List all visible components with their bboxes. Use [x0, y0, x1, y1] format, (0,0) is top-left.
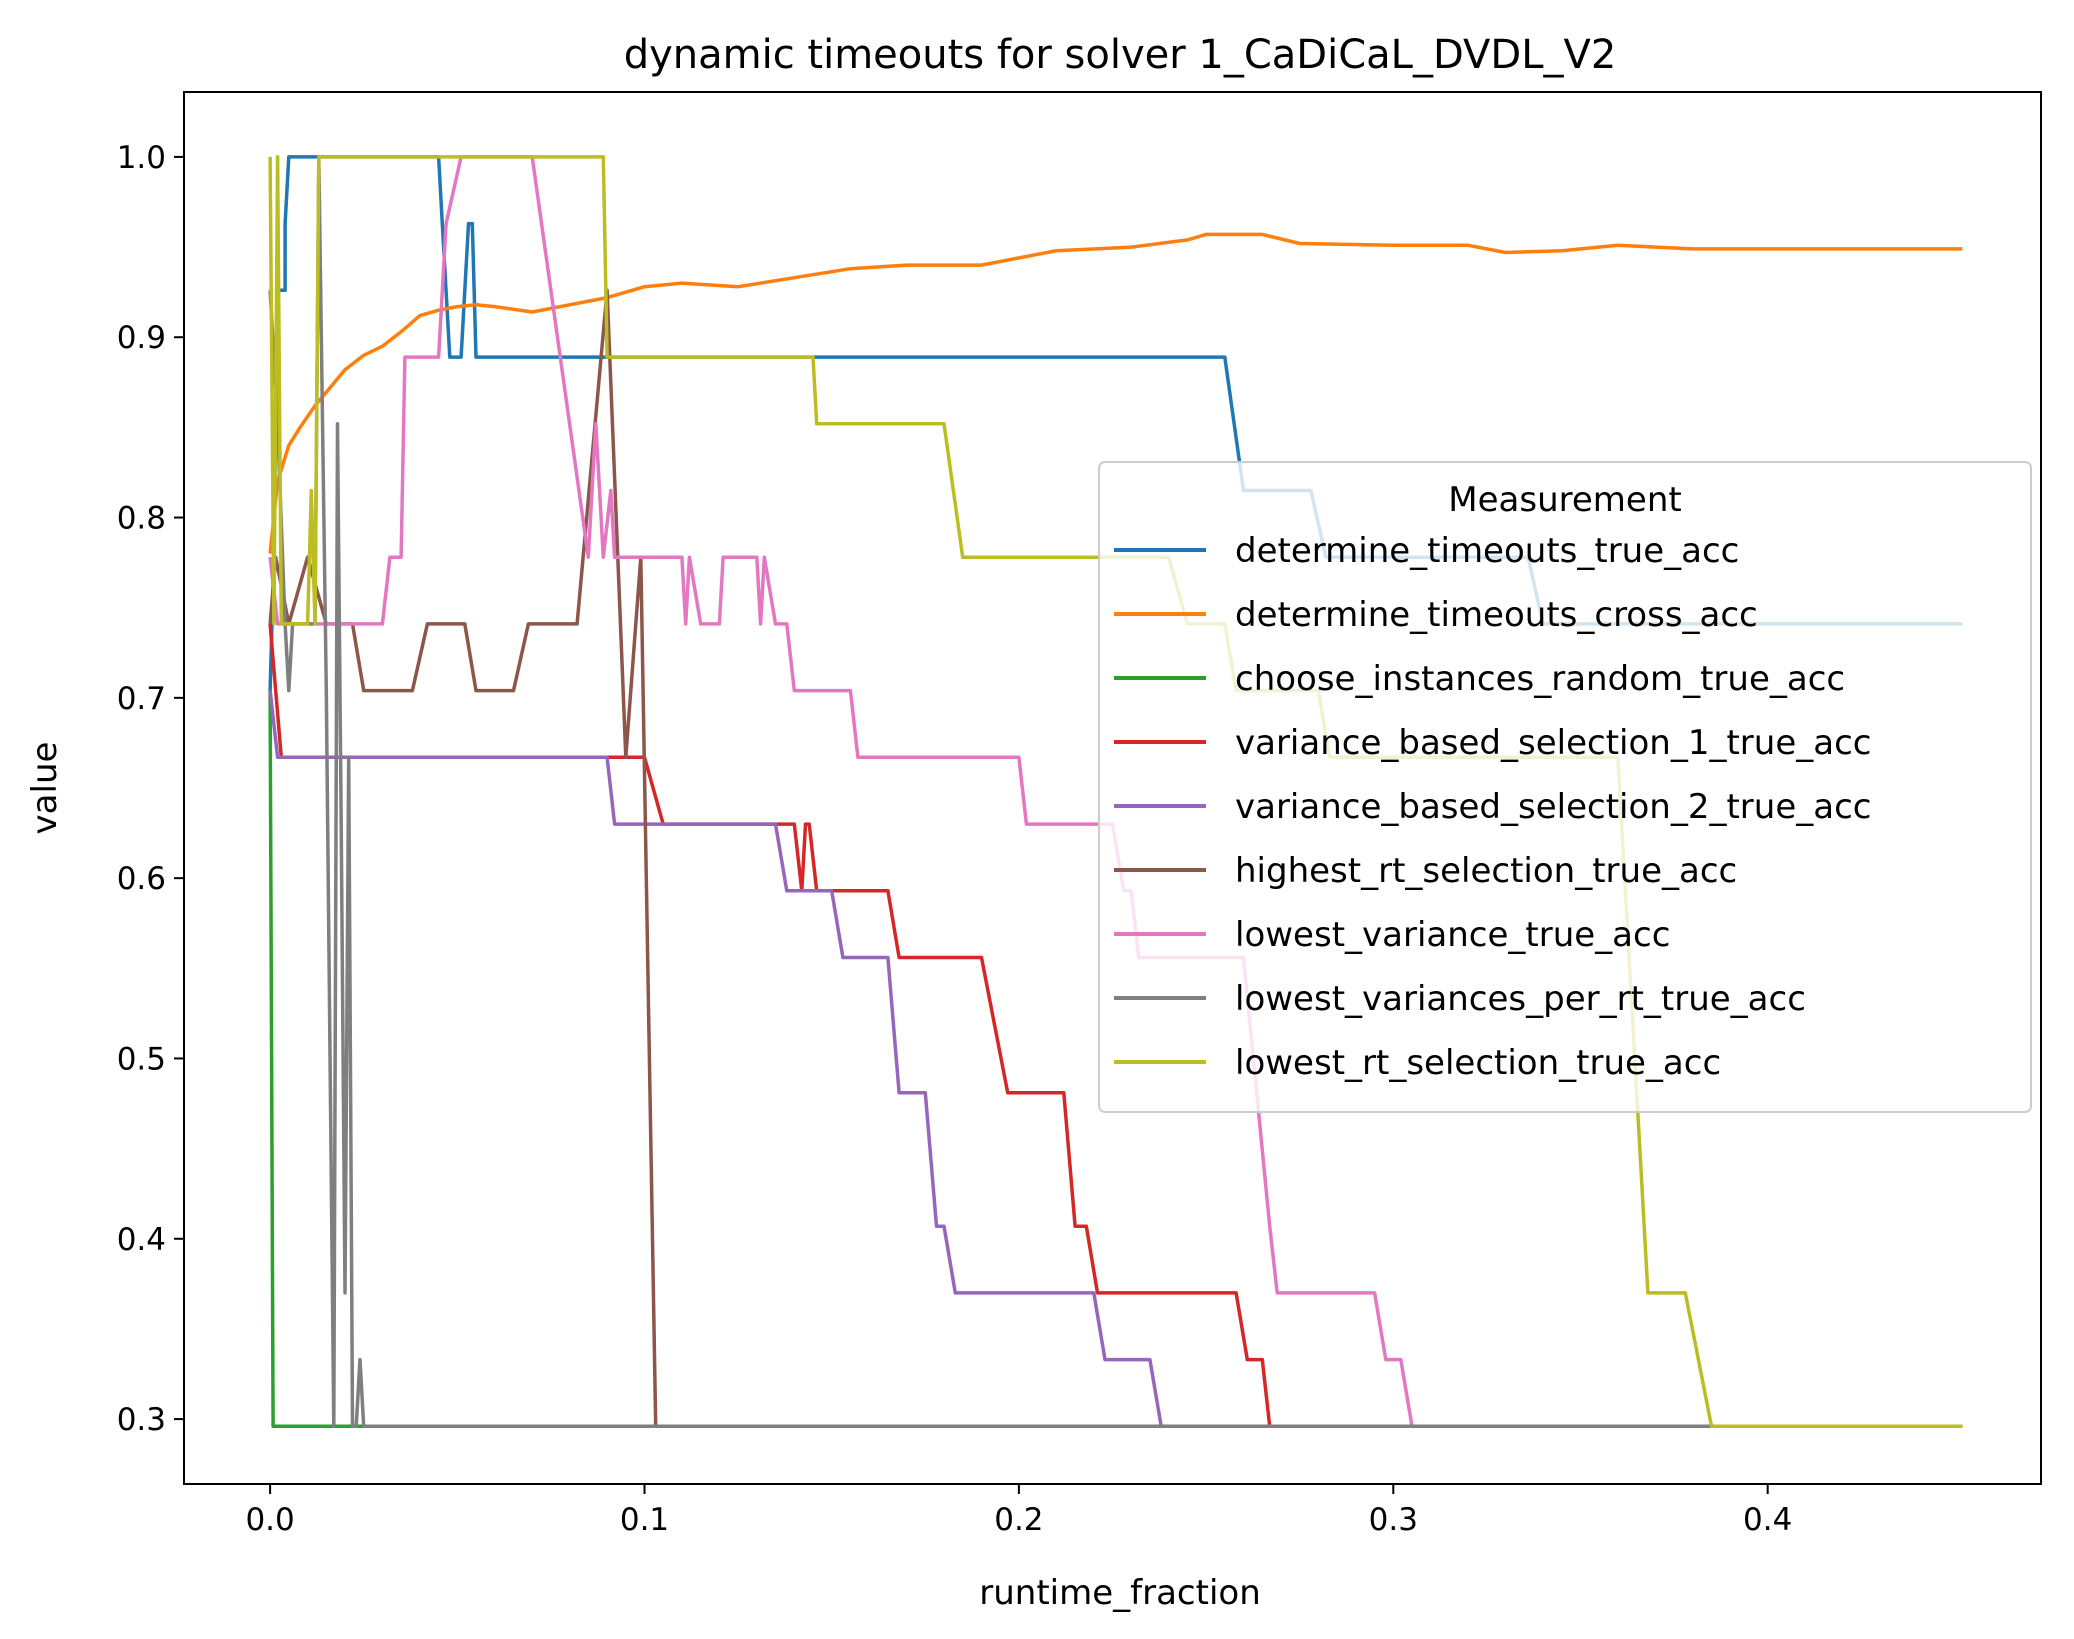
legend-items: determine_timeouts_true_acc determine_tim… — [1114, 531, 1871, 1083]
x-tick-label: 0.1 — [620, 1502, 669, 1538]
y-tick-label: 0.4 — [117, 1222, 166, 1258]
y-axis: 0.3 0.4 0.5 0.6 0.7 0.8 0.9 1.0 — [117, 140, 184, 1438]
x-tick-label: 0.4 — [1743, 1502, 1792, 1538]
x-tick-label: 0.2 — [994, 1502, 1043, 1538]
legend-label: lowest_rt_selection_true_acc — [1235, 1043, 1721, 1083]
legend-label: determine_timeouts_cross_acc — [1235, 595, 1758, 635]
plot-frame — [183, 91, 2042, 1485]
legend-label: variance_based_selection_1_true_acc — [1235, 723, 1871, 763]
legend-box — [1098, 461, 2032, 1113]
y-tick-label: 0.9 — [117, 320, 166, 356]
legend-label: lowest_variance_true_acc — [1235, 915, 1670, 955]
y-tick-label: 0.7 — [117, 681, 166, 717]
y-tick-label: 1.0 — [117, 140, 166, 176]
legend-label: highest_rt_selection_true_acc — [1235, 851, 1737, 891]
x-tick-label: 0.0 — [245, 1502, 294, 1538]
chart-title: dynamic timeouts for solver 1_CaDiCaL_DV… — [624, 32, 1617, 78]
y-tick-label: 0.3 — [117, 1402, 166, 1438]
x-axis: 0.0 0.1 0.2 0.3 0.4 — [245, 1484, 1792, 1538]
legend-label: variance_based_selection_2_true_acc — [1235, 787, 1871, 827]
series-line-variance-based-selection-1-true-acc — [268, 623, 1963, 1429]
legend-label: lowest_variances_per_rt_true_acc — [1235, 979, 1806, 1019]
series-line-determine-timeouts-cross-acc — [268, 232, 1963, 554]
x-tick-label: 0.3 — [1369, 1502, 1418, 1538]
legend-label: determine_timeouts_true_acc — [1235, 531, 1739, 571]
series-line-variance-based-selection-2-true-acc — [268, 690, 1963, 1429]
y-tick-label: 0.8 — [117, 501, 166, 537]
legend: Measurement determine_timeouts_true_accd… — [1098, 461, 2032, 1113]
y-tick-label: 0.6 — [117, 861, 166, 897]
x-axis-title: runtime_fraction — [979, 1573, 1261, 1613]
series-line-highest-rt-selection-true-acc — [268, 288, 1963, 1429]
y-tick-label: 0.5 — [117, 1041, 166, 1077]
y-axis-title: value — [25, 742, 65, 835]
legend-label: choose_instances_random_true_acc — [1235, 659, 1845, 699]
legend-title: Measurement — [1448, 480, 1681, 520]
